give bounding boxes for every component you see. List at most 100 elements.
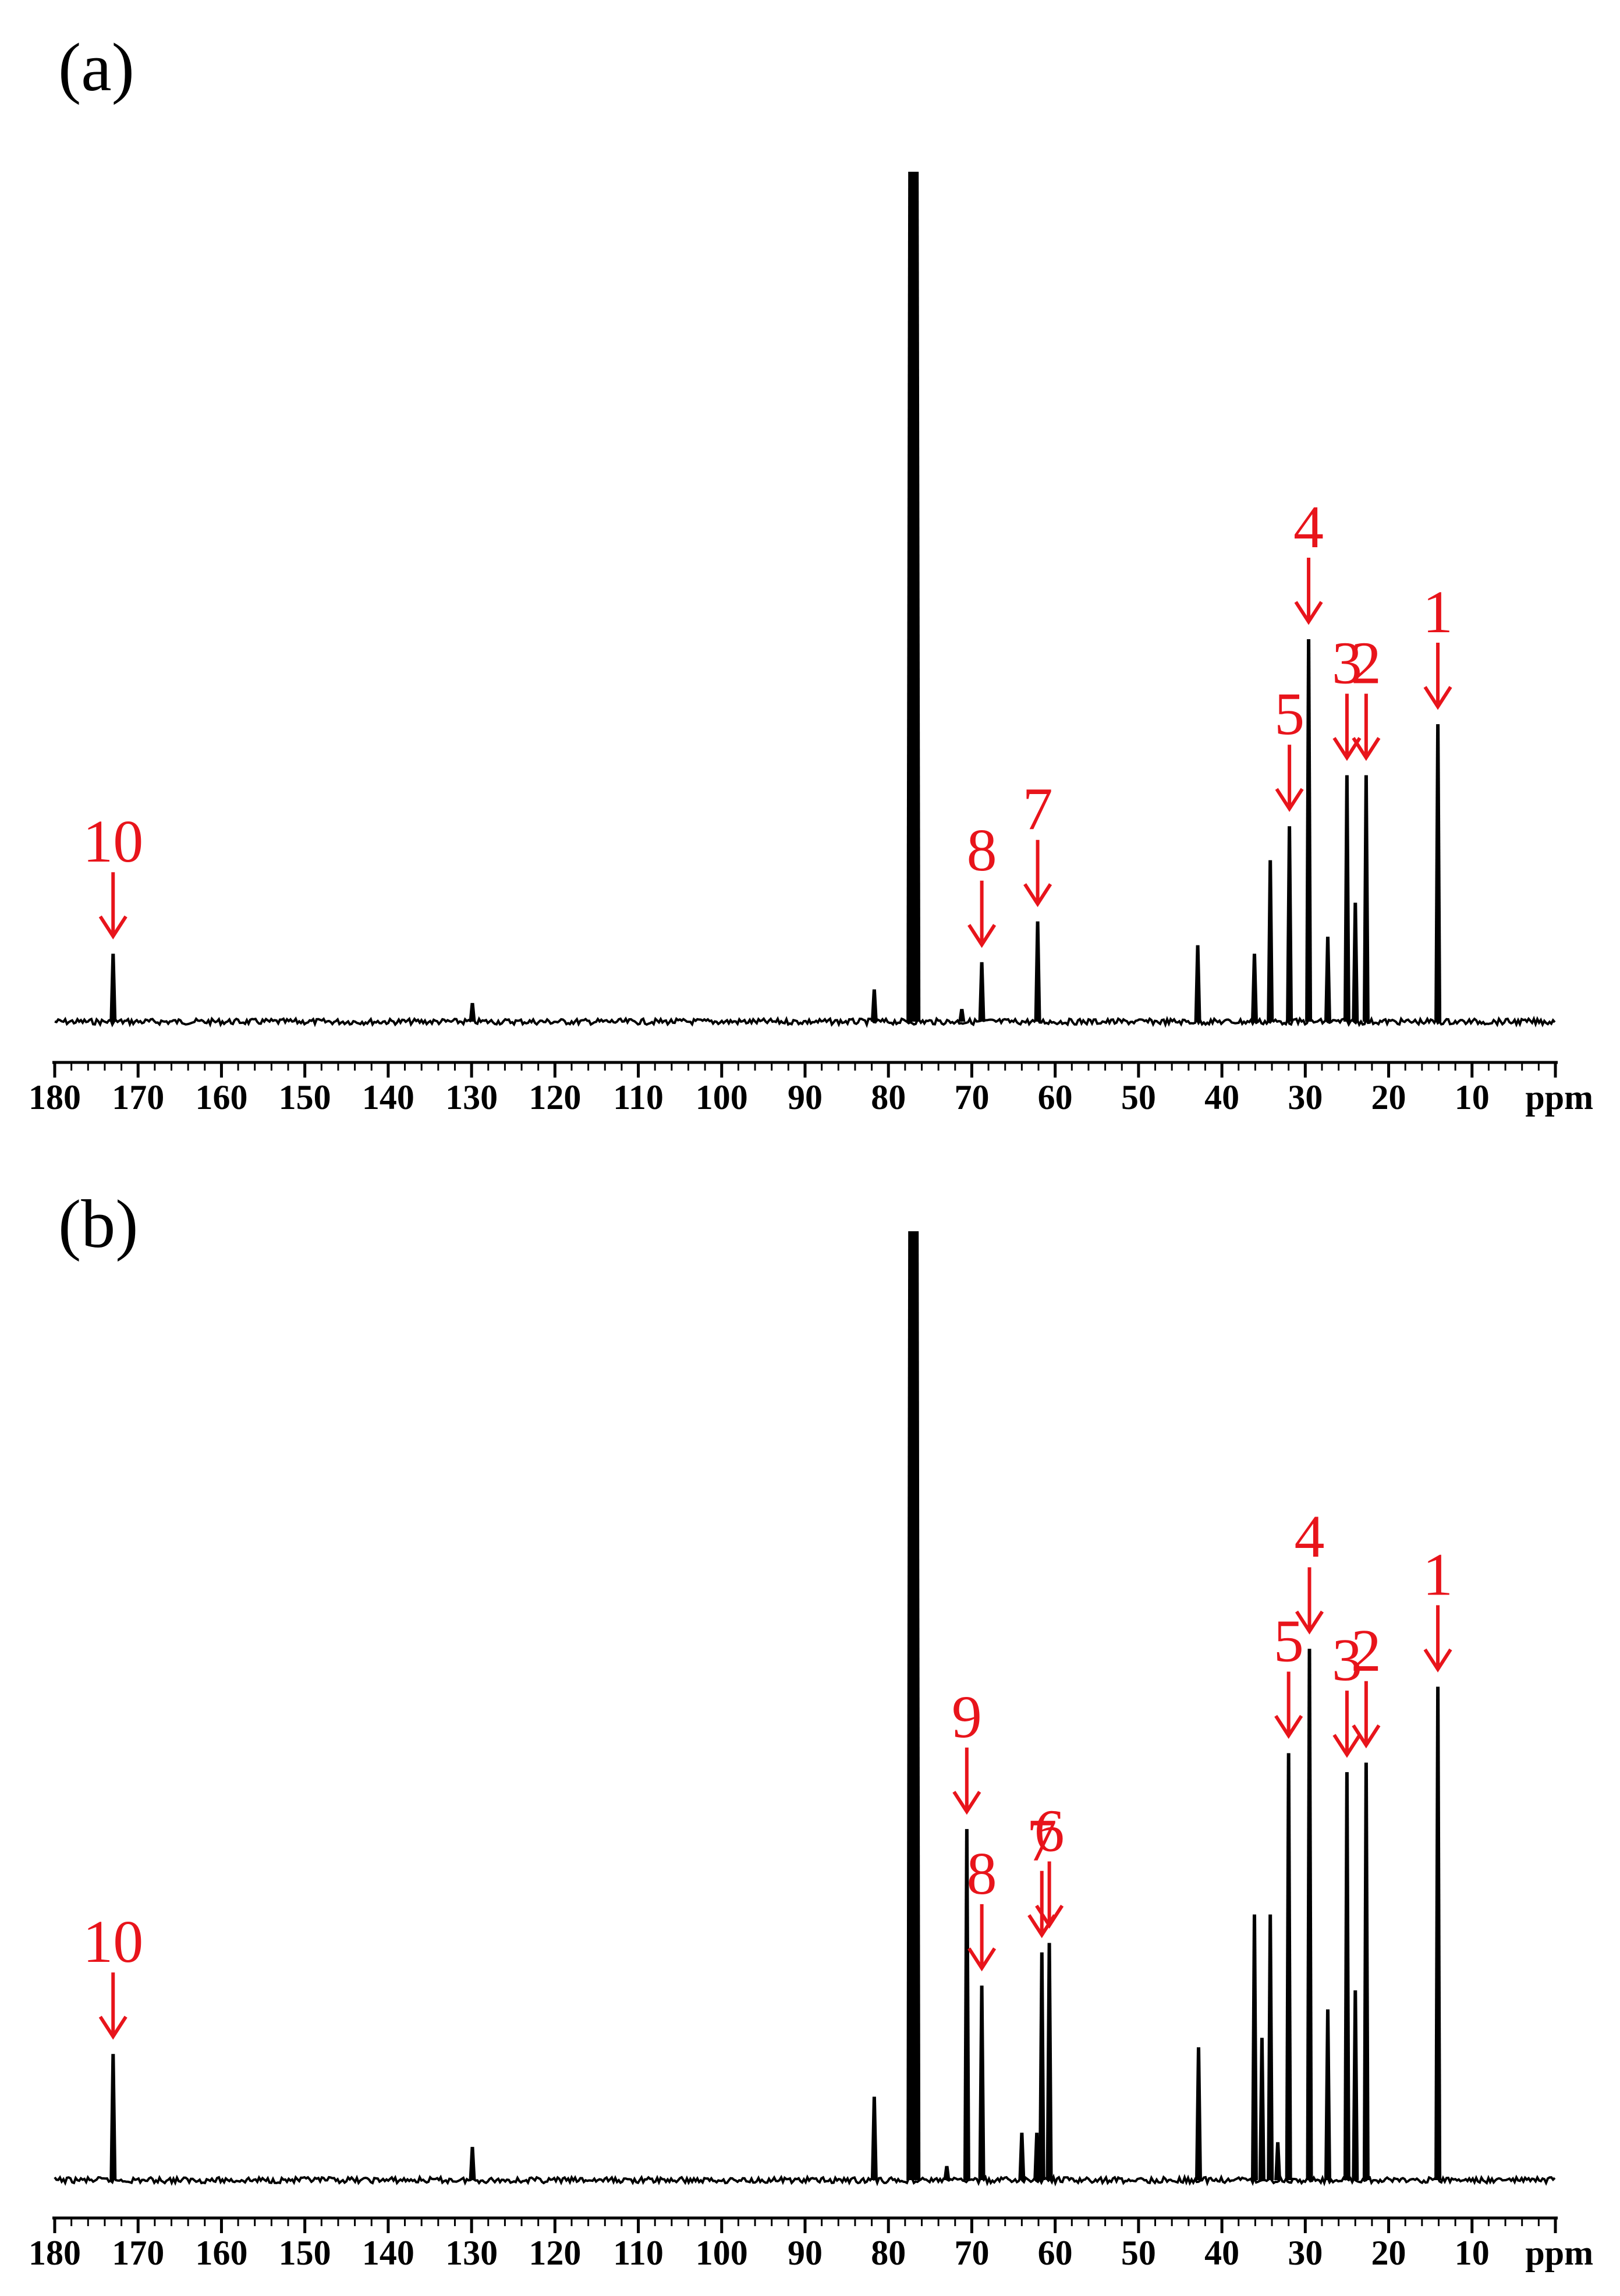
peak-b-13: [1258, 2038, 1265, 2180]
peak-annotation-b-9: 9: [952, 1684, 982, 1815]
annotation-label: 7: [1023, 776, 1053, 843]
peak-b-10: [1045, 1943, 1053, 2180]
peak-a-5: [978, 962, 986, 1022]
x-tick-label-a-140: 140: [362, 1078, 414, 1117]
x-tick-label-a-180: 180: [29, 1078, 81, 1117]
annotation-label: 6: [1034, 1798, 1065, 1865]
peak-a-0: [109, 954, 117, 1022]
annotation-label: 3: [1332, 1627, 1362, 1693]
peak-annotation-b-1: 1: [1423, 1541, 1453, 1673]
peak-b-0: [109, 2054, 117, 2180]
peak-annotation-b-10: 10: [83, 1908, 143, 2040]
annotation-label: 1: [1423, 579, 1453, 646]
peak-b-1: [469, 2146, 476, 2180]
panel-a-label: (a): [58, 29, 134, 105]
annotation-label: 8: [967, 1840, 997, 1907]
panel-a: (a) 180 170 160 150 140 130 120 110 100 90 80 70 60 5…: [29, 29, 1593, 1117]
x-tick-label-a-150: 150: [279, 1078, 331, 1117]
peak-annotation-a-2: 2: [1351, 630, 1381, 761]
x-axis-unit-b: ppm: [1525, 2234, 1593, 2272]
peak-b-12: [1251, 1914, 1258, 2180]
peak-b-11: [1195, 2047, 1202, 2180]
annotation-arrow-head: [967, 924, 997, 948]
annotation-arrow-head: [1274, 1714, 1303, 1739]
peak-b-21: [1362, 1762, 1370, 2180]
peak-b-20: [1352, 1990, 1359, 2180]
peak-a-14: [1352, 902, 1359, 1022]
annotation-arrow-head: [1023, 883, 1052, 908]
annotation-arrow-head: [98, 915, 127, 940]
peak-a-8: [1251, 954, 1258, 1022]
x-tick-label-a-30: 30: [1288, 1078, 1323, 1117]
annotation-label: 1: [1423, 1541, 1453, 1608]
x-tick-label-a-50: 50: [1121, 1078, 1156, 1117]
peak-annotation-b-8: 8: [967, 1840, 997, 1972]
x-tick-label-a-20: 20: [1371, 1078, 1406, 1117]
annotation-label: 10: [83, 1908, 143, 1975]
annotation-arrow-head: [1352, 1724, 1381, 1749]
peak-b-18: [1324, 2009, 1331, 2180]
spectrum-baseline-b: [54, 2173, 1556, 2187]
annotation-arrow-head: [1423, 686, 1452, 710]
peak-a-4: [958, 1009, 966, 1022]
annotation-label: 2: [1351, 1617, 1381, 1684]
peak-a-9: [1267, 860, 1274, 1022]
x-axis-a: 180 170 160 150 140 130 120 110 100 90 80 70 60 50 40 3…: [29, 1061, 1593, 1117]
peak-b-2: [870, 2096, 878, 2180]
x-tick-label-a-70: 70: [954, 1078, 989, 1117]
peak-annotation-a-4: 4: [1293, 494, 1324, 625]
peak-b-16: [1285, 1753, 1292, 2180]
annotation-label: 4: [1293, 494, 1324, 561]
peak-a-12: [1324, 937, 1331, 1022]
annotation-label: 9: [952, 1684, 982, 1751]
x-tick-label-a-160: 160: [195, 1078, 247, 1117]
peak-annotation-b-3: 3: [1332, 1627, 1362, 1758]
spectrum-a: [54, 172, 1556, 1028]
panel-b-label: (b): [58, 1186, 139, 1262]
x-tick-label-a-90: 90: [788, 1078, 823, 1117]
peak-b-3: [906, 1231, 921, 2180]
x-tick-label-b-30: 30: [1288, 2234, 1323, 2272]
peak-b-14: [1267, 1914, 1274, 2180]
peak-annotation-b-5: 5: [1274, 1608, 1304, 1739]
peak-b-9: [1038, 1952, 1045, 2180]
peak-a-1: [469, 1002, 476, 1022]
x-tick-label-b-90: 90: [788, 2234, 823, 2272]
x-tick-label-b-120: 120: [529, 2234, 581, 2272]
peak-b-17: [1306, 1649, 1313, 2180]
annotation-arrow-head: [952, 1791, 981, 1815]
x-tick-label-b-130: 130: [445, 2234, 498, 2272]
x-tick-label-b-100: 100: [696, 2234, 748, 2272]
annotation-arrow-head: [1332, 1734, 1362, 1758]
x-tick-label-a-60: 60: [1038, 1078, 1073, 1117]
peak-b-5: [963, 1829, 970, 2180]
peak-b-7: [1018, 2132, 1026, 2180]
annotation-label: 7: [1027, 1807, 1057, 1874]
annotation-label: 2: [1351, 630, 1381, 697]
annotation-label: 4: [1294, 1503, 1324, 1570]
x-tick-label-a-110: 110: [613, 1078, 664, 1117]
peak-annotation-a-7: 7: [1023, 776, 1053, 908]
x-tick-label-b-170: 170: [112, 2234, 164, 2272]
peak-annotation-a-10: 10: [83, 808, 143, 940]
peak-a-7: [1194, 945, 1201, 1022]
annotation-arrow-head: [1294, 601, 1323, 625]
x-tick-label-b-40: 40: [1204, 2234, 1239, 2272]
x-tick-label-b-60: 60: [1038, 2234, 1073, 2272]
x-axis-unit-a: ppm: [1525, 1078, 1593, 1117]
annotation-label: 3: [1332, 630, 1362, 697]
peak-annotation-b-7: 7: [1027, 1807, 1057, 1939]
x-tick-label-b-70: 70: [954, 2234, 989, 2272]
peak-annotation-a-3: 3: [1332, 630, 1362, 761]
x-tick-label-b-180: 180: [29, 2234, 81, 2272]
peak-a-11: [1305, 639, 1313, 1022]
x-tick-label-b-110: 110: [613, 2234, 664, 2272]
annotation-arrow-head: [1332, 736, 1362, 761]
x-tick-label-a-130: 130: [445, 1078, 498, 1117]
x-tick-label-a-80: 80: [871, 1078, 906, 1117]
x-tick-label-a-170: 170: [112, 1078, 164, 1117]
panel-b: (b) 180 170 160 150 140 130 120 110 100 90 80 70 60 5…: [29, 1186, 1593, 2272]
peak-a-16: [1434, 724, 1442, 1022]
